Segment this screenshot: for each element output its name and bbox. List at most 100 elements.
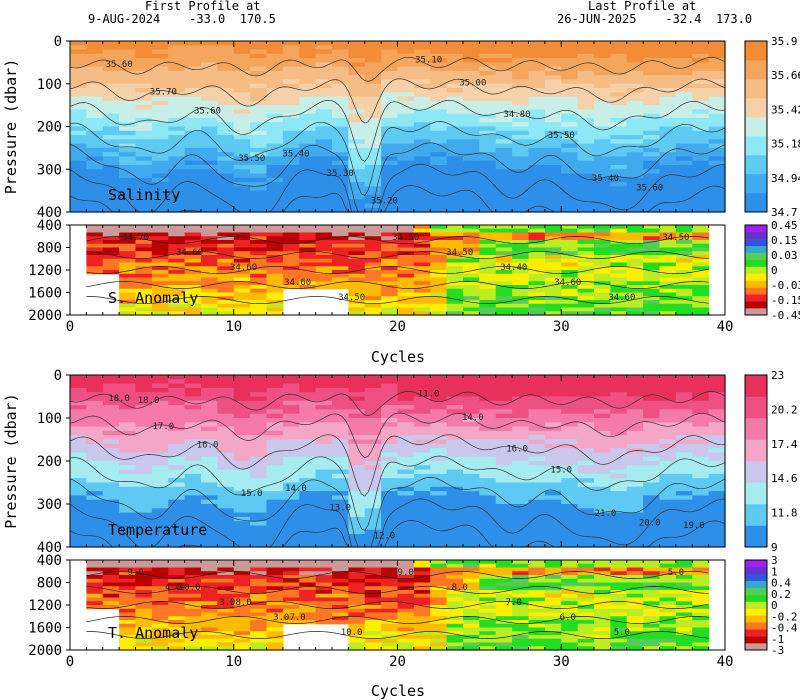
- heatmap-cell: [201, 612, 218, 617]
- heatmap-cell: [577, 473, 595, 479]
- heatmap-cell: [528, 122, 546, 128]
- heatmap-cell: [479, 465, 497, 471]
- heatmap-cell: [70, 96, 87, 102]
- heatmap-cell: [528, 251, 546, 256]
- heatmap-cell: [233, 597, 251, 602]
- heatmap-cell: [217, 631, 235, 636]
- heatmap-cell: [577, 270, 595, 275]
- y-tick-label: 1200: [28, 263, 62, 279]
- heatmap-cell: [119, 258, 137, 264]
- heatmap-cell: [692, 499, 710, 505]
- heatmap-cell: [544, 495, 562, 501]
- heatmap-cell: [315, 605, 333, 610]
- heatmap-cell: [430, 499, 448, 505]
- heatmap-cell: [594, 207, 611, 213]
- heatmap-cell: [135, 620, 153, 625]
- heatmap-cell: [479, 41, 497, 46]
- heatmap-cell: [168, 281, 186, 286]
- heatmap-cell: [544, 396, 562, 402]
- heatmap-cell: [266, 258, 284, 264]
- heatmap-cell: [512, 243, 530, 249]
- heatmap-cell: [544, 504, 562, 509]
- heatmap-cell: [201, 597, 218, 602]
- heatmap-cell: [201, 270, 218, 275]
- heatmap-cell: [397, 504, 415, 509]
- heatmap-cell: [463, 143, 480, 149]
- heatmap-cell: [135, 243, 153, 249]
- heatmap-cell: [266, 516, 284, 522]
- heatmap-cell: [610, 66, 628, 72]
- heatmap-cell: [413, 53, 431, 59]
- heatmap-cell: [610, 288, 628, 294]
- heatmap-cell: [364, 296, 382, 301]
- heatmap-cell: [594, 396, 611, 402]
- heatmap-cell: [397, 443, 415, 449]
- heatmap-cell: [299, 571, 317, 576]
- heatmap-cell: [675, 207, 693, 213]
- heatmap-cell: [348, 508, 366, 514]
- heatmap-cell: [397, 45, 415, 51]
- heatmap-cell: [364, 516, 382, 522]
- heatmap-cell: [577, 379, 595, 385]
- heatmap-cell: [659, 83, 677, 89]
- heatmap-cell: [315, 173, 333, 179]
- heatmap-cell: [413, 482, 431, 488]
- heatmap-cell: [348, 605, 366, 610]
- salinity-colorbar-swatch: [745, 174, 767, 194]
- heatmap-cell: [364, 560, 382, 565]
- heatmap-cell: [86, 160, 104, 166]
- heatmap-cell: [151, 232, 169, 237]
- heatmap-cell: [364, 49, 382, 55]
- heatmap-cell: [675, 147, 693, 153]
- heatmap-cell: [577, 469, 595, 475]
- heatmap-cell: [675, 88, 693, 93]
- heatmap-cell: [463, 469, 480, 475]
- heatmap-cell: [692, 491, 710, 496]
- heatmap-cell: [151, 601, 169, 606]
- heatmap-cell: [135, 627, 153, 632]
- heatmap-cell: [184, 516, 202, 522]
- heatmap-cell: [463, 88, 480, 93]
- heatmap-cell: [315, 426, 333, 432]
- heatmap-cell: [348, 627, 366, 632]
- heatmap-cell: [659, 422, 677, 428]
- heatmap-cell: [233, 311, 251, 316]
- heatmap-cell: [250, 177, 268, 183]
- heatmap-cell: [413, 45, 431, 51]
- heatmap-cell: [463, 571, 480, 576]
- heatmap-cell: [233, 383, 251, 389]
- heatmap-cell: [348, 560, 366, 565]
- heatmap-cell: [348, 387, 366, 393]
- heatmap-cell: [217, 499, 235, 505]
- heatmap-cell: [479, 169, 497, 175]
- heatmap-cell: [332, 578, 349, 584]
- heatmap-cell: [610, 521, 628, 527]
- contour-label: 35.60: [636, 184, 663, 194]
- heatmap-cell: [692, 49, 710, 55]
- heatmap-cell: [495, 169, 513, 175]
- heatmap-cell: [102, 538, 120, 544]
- heatmap-cell: [102, 113, 120, 119]
- heatmap-cell: [446, 186, 464, 192]
- heatmap-cell: [201, 203, 218, 209]
- heatmap-cell: [561, 478, 579, 484]
- heatmap-cell: [659, 88, 677, 93]
- heatmap-cell: [381, 126, 399, 132]
- heatmap-cell: [348, 504, 366, 509]
- heatmap-cell: [348, 70, 366, 76]
- heatmap-cell: [479, 139, 497, 145]
- heatmap-cell: [561, 534, 579, 539]
- heatmap-cell: [315, 105, 333, 111]
- heatmap-cell: [119, 296, 137, 301]
- heatmap-cell: [168, 164, 186, 170]
- heatmap-cell: [315, 243, 333, 249]
- heatmap-cell: [708, 525, 726, 531]
- heatmap-cell: [610, 538, 628, 544]
- heatmap-cell: [479, 435, 497, 441]
- heatmap-cell: [381, 456, 399, 462]
- heatmap-cell: [299, 207, 317, 213]
- heatmap-cell: [544, 92, 562, 98]
- heatmap-cell: [70, 473, 87, 479]
- heatmap-cell: [250, 392, 268, 398]
- heatmap-cell: [528, 443, 546, 449]
